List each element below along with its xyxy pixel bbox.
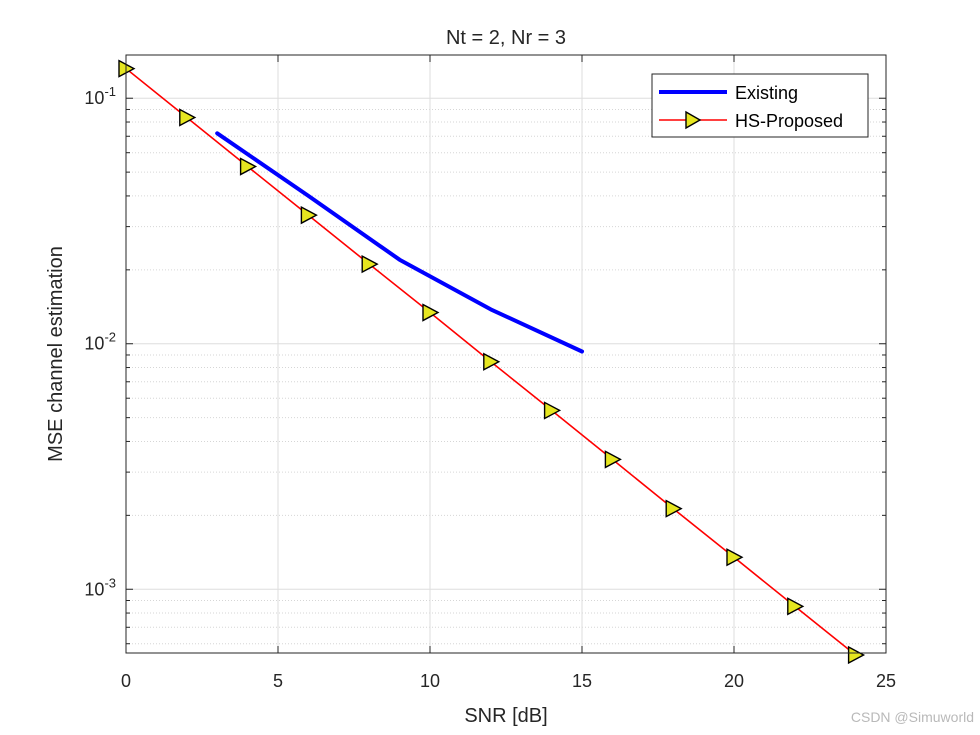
data-point-marker bbox=[361, 254, 379, 274]
x-tick-label: 20 bbox=[724, 671, 744, 691]
data-point-marker bbox=[483, 352, 501, 371]
x-tick-label: 10 bbox=[420, 671, 440, 691]
x-axis-label: SNR [dB] bbox=[464, 705, 547, 727]
axis-ticks bbox=[125, 55, 887, 653]
y-tick-label: 10-1 bbox=[84, 84, 116, 108]
series-line-existing bbox=[215, 131, 584, 354]
data-point-marker bbox=[726, 548, 744, 567]
x-tick-label: 5 bbox=[273, 671, 283, 691]
plot-frame bbox=[125, 54, 887, 654]
y-tick-labels: 10-1 10-2 10-3 bbox=[84, 84, 116, 599]
data-point-marker bbox=[665, 499, 683, 518]
data-point-marker bbox=[239, 157, 258, 176]
x-tick-labels: 0 5 10 15 20 25 bbox=[121, 671, 896, 691]
y-tick-label: 10-3 bbox=[84, 575, 116, 599]
x-tick-label: 25 bbox=[876, 671, 896, 691]
data-point-marker bbox=[543, 401, 562, 420]
y-axis-label: MSE channel estimation bbox=[45, 246, 67, 462]
y-tick-label: 10-2 bbox=[84, 330, 116, 354]
x-tick-label: 0 bbox=[121, 671, 131, 691]
watermark: CSDN @Simuworld bbox=[850, 709, 974, 725]
data-point-marker bbox=[787, 597, 805, 616]
legend-existing-label: Existing bbox=[735, 83, 798, 103]
data-point-marker bbox=[300, 205, 318, 225]
data-point-marker bbox=[179, 108, 197, 127]
data-point-marker bbox=[604, 450, 622, 469]
legend-hs-proposed-label: HS-Proposed bbox=[735, 111, 843, 131]
data-point-marker bbox=[422, 303, 440, 322]
data-point-marker bbox=[847, 645, 866, 665]
x-tick-label: 15 bbox=[572, 671, 592, 691]
legend: Existing HS-Proposed bbox=[651, 73, 869, 138]
plot-area bbox=[126, 55, 886, 653]
legend-hs-proposed-marker bbox=[685, 110, 702, 130]
chart-title: Nt = 2, Nr = 3 bbox=[446, 27, 566, 49]
